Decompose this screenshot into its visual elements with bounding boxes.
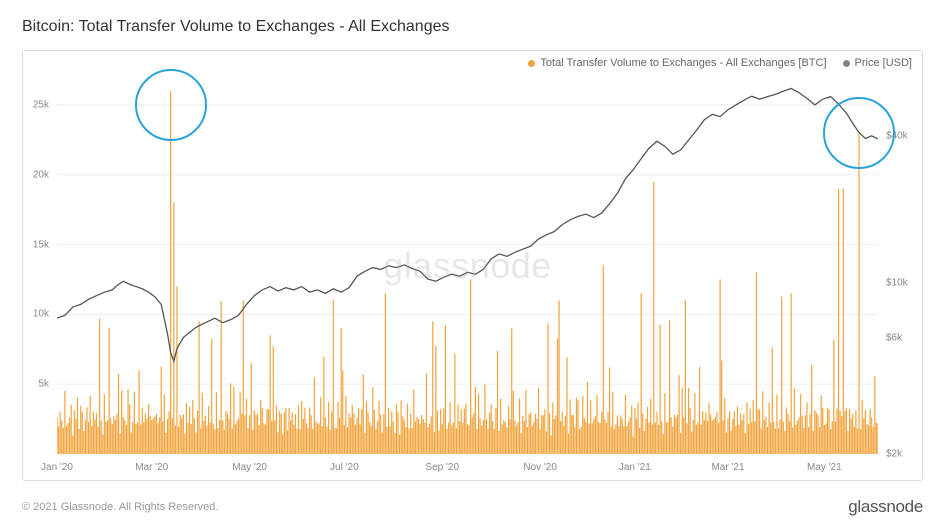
y-right-tick: $2k (886, 449, 902, 460)
y-left-tick: 15k (33, 239, 49, 250)
legend-dot-price (843, 60, 850, 67)
y-axis-left: 5k 10k 15k 20k 25k (23, 77, 53, 454)
chart-title: Bitcoin: Total Transfer Volume to Exchan… (22, 18, 450, 36)
plot-area: glassnode (57, 77, 878, 454)
y-right-tick: $40k (886, 131, 908, 142)
y-left-tick: 25k (33, 99, 49, 110)
x-tick: Mar '20 (135, 462, 168, 473)
y-right-tick: $6k (886, 332, 902, 343)
x-tick: Jul '20 (330, 462, 359, 473)
legend: Total Transfer Volume to Exchanges - All… (528, 57, 912, 69)
x-tick: Nov '20 (523, 462, 557, 473)
copyright: © 2021 Glassnode. All Rights Reserved. (22, 501, 218, 513)
x-axis: Jan '20Mar '20May '20Jul '20Sep '20Nov '… (57, 456, 878, 480)
y-left-tick: 10k (33, 309, 49, 320)
y-left-tick: 20k (33, 169, 49, 180)
brand-logo: glassnode (848, 497, 923, 517)
x-tick: May '21 (807, 462, 842, 473)
footer: © 2021 Glassnode. All Rights Reserved. g… (22, 497, 923, 517)
x-tick: Sep '20 (425, 462, 459, 473)
x-tick: Jan '21 (619, 462, 651, 473)
x-tick: May '20 (232, 462, 267, 473)
chart-container: Total Transfer Volume to Exchanges - All… (22, 50, 923, 481)
legend-item-volume: Total Transfer Volume to Exchanges - All… (528, 57, 826, 69)
x-tick: Mar '21 (711, 462, 744, 473)
y-right-tick: $10k (886, 278, 908, 289)
y-axis-right: $2k$6k$10k$40k (882, 77, 922, 454)
y-left-tick: 5k (38, 379, 49, 390)
legend-item-price: Price [USD] (843, 57, 912, 69)
legend-dot-volume (528, 60, 535, 67)
x-tick: Jan '20 (41, 462, 73, 473)
legend-label-price: Price [USD] (855, 57, 912, 69)
legend-label-volume: Total Transfer Volume to Exchanges - All… (540, 57, 826, 69)
